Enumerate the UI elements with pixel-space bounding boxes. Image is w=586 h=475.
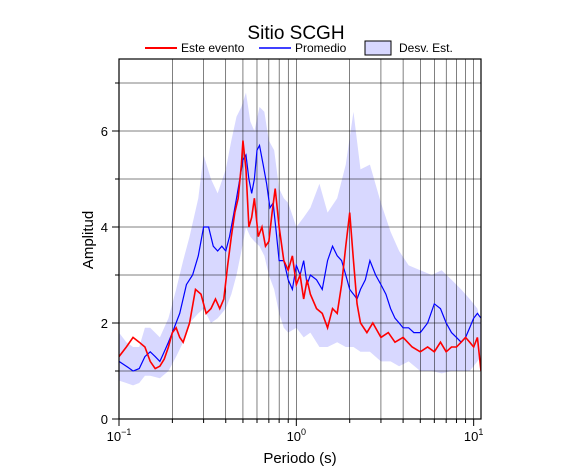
x-tick-label: 101 [464, 427, 483, 444]
y-tick-label: 2 [101, 316, 108, 331]
y-axis-ticks: 0 2 4 6 [101, 82, 119, 427]
y-tick-label: 6 [101, 124, 108, 139]
legend-label-band: Desv. Est. [399, 41, 453, 55]
plot-area: 10−1 100 101 0 2 4 6 [101, 58, 483, 444]
std-dev-band [119, 92, 481, 386]
event-series-line [119, 140, 481, 372]
chart-title: Sitio SCGH [247, 23, 344, 44]
x-tick-label: 100 [287, 427, 306, 444]
y-tick-label: 0 [101, 412, 108, 427]
plot-frame [118, 58, 482, 420]
y-axis-label: Amplitud [80, 211, 97, 269]
legend: Este evento Promedio Desv. Est. [145, 40, 453, 56]
grid [119, 59, 481, 419]
x-axis-ticks: 10−1 100 101 [107, 419, 483, 444]
x-tick-label: 10−1 [107, 427, 132, 444]
y-tick-label: 4 [101, 220, 108, 235]
legend-swatch-band [364, 40, 392, 56]
legend-label-event: Este evento [181, 41, 245, 55]
mean-series-line [119, 143, 481, 372]
x-axis-label: Periodo (s) [263, 450, 336, 467]
legend-label-mean: Promedio [295, 41, 347, 55]
